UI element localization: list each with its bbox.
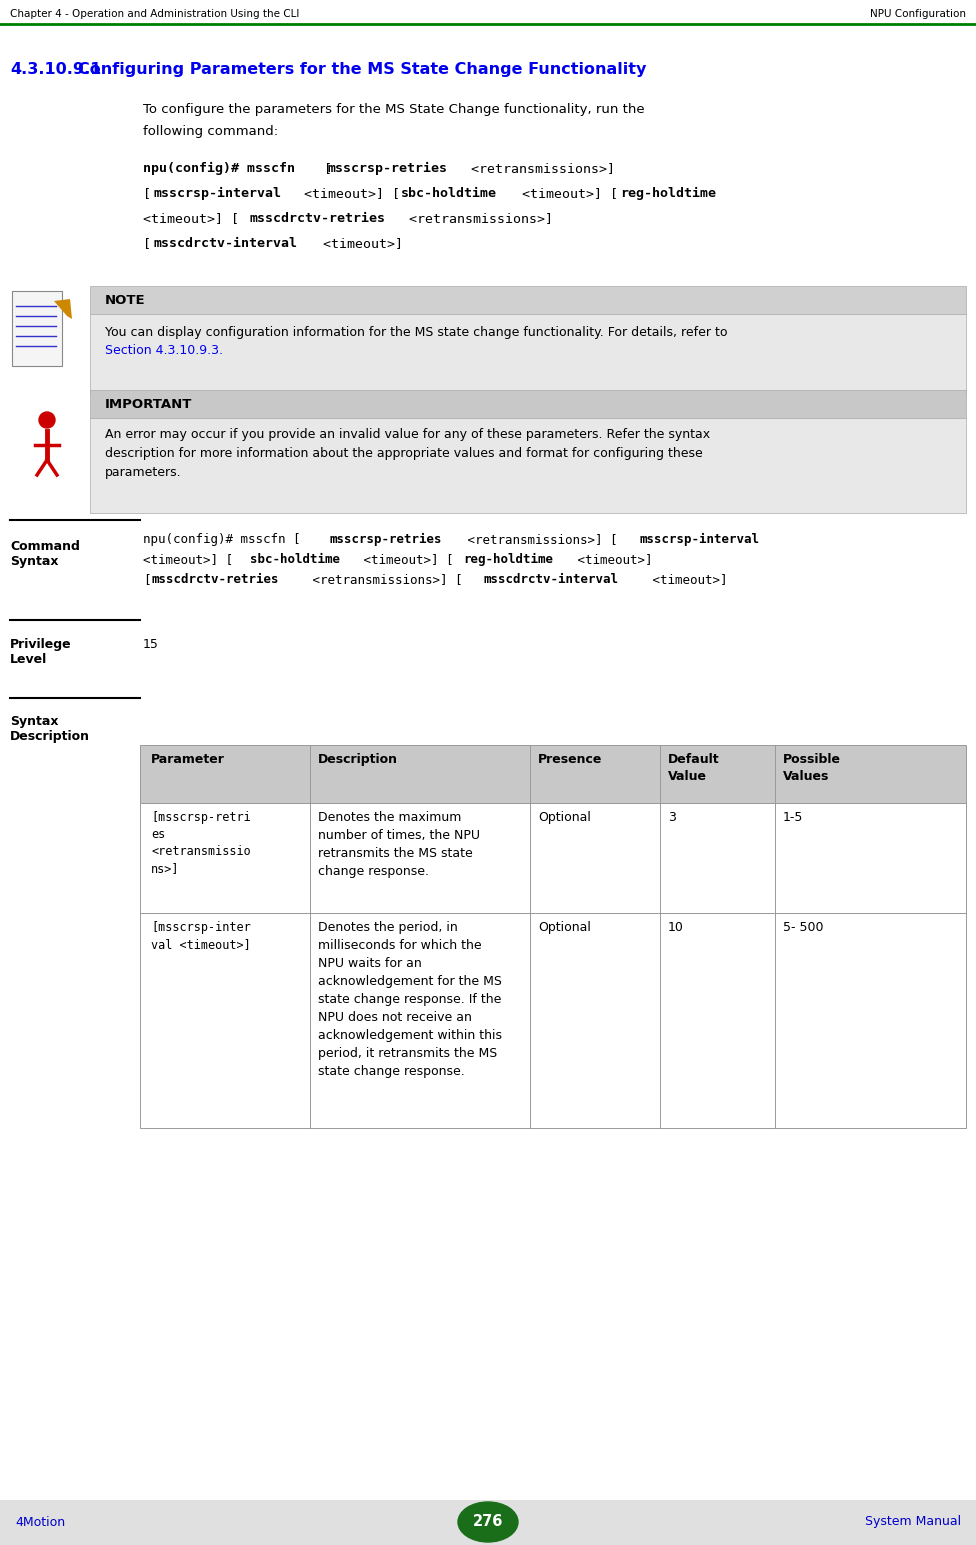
Bar xyxy=(140,803,966,913)
Text: msscdrctv-retries: msscdrctv-retries xyxy=(152,573,279,586)
Text: reg-holdtime: reg-holdtime xyxy=(620,187,716,201)
Bar xyxy=(12,290,62,366)
Text: npu(config)# msscfn: npu(config)# msscfn xyxy=(143,162,295,175)
Text: Denotes the period, in
milliseconds for which the
NPU waits for an
acknowledgeme: Denotes the period, in milliseconds for … xyxy=(318,921,502,1078)
Text: <timeout>]: <timeout>] xyxy=(645,573,727,586)
Text: msscdrctv-retries: msscdrctv-retries xyxy=(249,212,385,226)
Text: <timeout>] [: <timeout>] [ xyxy=(514,187,618,199)
Ellipse shape xyxy=(458,1502,518,1542)
Text: Chapter 4 - Operation and Administration Using the CLI: Chapter 4 - Operation and Administration… xyxy=(10,9,300,19)
Text: msscdrctv-interval: msscdrctv-interval xyxy=(153,236,297,250)
Text: An error may occur if you provide an invalid value for any of these parameters. : An error may occur if you provide an inv… xyxy=(105,428,711,479)
Text: Optional: Optional xyxy=(538,921,590,935)
Text: reg-holdtime: reg-holdtime xyxy=(463,553,553,565)
Text: You can display configuration information for the MS state change functionality.: You can display configuration informatio… xyxy=(105,326,727,338)
Text: msscrsp-retries: msscrsp-retries xyxy=(329,533,441,545)
Text: 4.3.10.9.1: 4.3.10.9.1 xyxy=(10,62,102,77)
Text: NPU Configuration: NPU Configuration xyxy=(870,9,966,19)
Text: npu(config)# msscfn [: npu(config)# msscfn [ xyxy=(143,533,301,545)
Text: 1-5: 1-5 xyxy=(783,811,803,823)
Text: [: [ xyxy=(143,573,150,586)
Text: Optional: Optional xyxy=(538,811,590,823)
Text: Possible
Values: Possible Values xyxy=(783,752,841,783)
Text: Denotes the maximum
number of times, the NPU
retransmits the MS state
change res: Denotes the maximum number of times, the… xyxy=(318,811,480,878)
Text: To configure the parameters for the MS State Change functionality, run the: To configure the parameters for the MS S… xyxy=(143,104,644,116)
Text: msscdrctv-interval: msscdrctv-interval xyxy=(483,573,618,586)
Text: Configuring Parameters for the MS State Change Functionality: Configuring Parameters for the MS State … xyxy=(78,62,646,77)
Text: Syntax: Syntax xyxy=(10,555,59,569)
Circle shape xyxy=(39,413,55,428)
Text: Privilege: Privilege xyxy=(10,638,71,650)
Text: Section 4.3.10.9.3.: Section 4.3.10.9.3. xyxy=(105,345,223,357)
Bar xyxy=(90,314,966,394)
Text: <retransmissions>] [: <retransmissions>] [ xyxy=(460,533,618,545)
Bar xyxy=(0,1500,976,1545)
Text: Description: Description xyxy=(318,752,398,766)
Text: <retransmissions>]: <retransmissions>] xyxy=(463,162,615,175)
Text: <timeout>]: <timeout>] xyxy=(315,236,403,250)
Text: Level: Level xyxy=(10,654,47,666)
Text: sbc-holdtime: sbc-holdtime xyxy=(250,553,340,565)
Text: Parameter: Parameter xyxy=(151,752,224,766)
Polygon shape xyxy=(54,300,72,318)
Text: 5- 500: 5- 500 xyxy=(783,921,824,935)
Text: 15: 15 xyxy=(143,638,159,650)
Text: following command:: following command: xyxy=(143,125,278,138)
Text: msscrsp-interval: msscrsp-interval xyxy=(639,533,759,545)
Text: <timeout>] [: <timeout>] [ xyxy=(296,187,400,199)
Text: <retransmissions>] [: <retransmissions>] [ xyxy=(305,573,463,586)
Text: [msscrsp-inter
val <timeout>]: [msscrsp-inter val <timeout>] xyxy=(151,921,251,952)
Text: <timeout>]: <timeout>] xyxy=(570,553,653,565)
Text: [: [ xyxy=(143,187,151,199)
Text: Command: Command xyxy=(10,541,80,553)
Text: <timeout>] [: <timeout>] [ xyxy=(143,212,239,226)
Text: msscrsp-interval: msscrsp-interval xyxy=(153,187,281,201)
Text: 4Motion: 4Motion xyxy=(15,1516,65,1528)
Text: <retransmissions>]: <retransmissions>] xyxy=(401,212,553,226)
Bar xyxy=(90,419,966,513)
Text: Presence: Presence xyxy=(538,752,602,766)
Text: 10: 10 xyxy=(668,921,684,935)
Text: [: [ xyxy=(316,162,332,175)
Text: <timeout>] [: <timeout>] [ xyxy=(356,553,454,565)
Text: 276: 276 xyxy=(472,1514,504,1530)
Text: System Manual: System Manual xyxy=(865,1516,961,1528)
Text: sbc-holdtime: sbc-holdtime xyxy=(401,187,497,199)
Bar xyxy=(140,745,966,803)
Text: Description: Description xyxy=(10,729,90,743)
Text: [: [ xyxy=(143,236,151,250)
Bar xyxy=(90,286,966,314)
Text: Syntax: Syntax xyxy=(10,715,59,728)
Text: [msscrsp-retri
es
<retransmissio
ns>]: [msscrsp-retri es <retransmissio ns>] xyxy=(151,811,251,874)
Text: msscrsp-retries: msscrsp-retries xyxy=(328,162,448,175)
Text: NOTE: NOTE xyxy=(105,294,145,306)
Bar xyxy=(140,913,966,1128)
Bar xyxy=(90,389,966,419)
Text: Default
Value: Default Value xyxy=(668,752,719,783)
Text: <timeout>] [: <timeout>] [ xyxy=(143,553,233,565)
Text: 3: 3 xyxy=(668,811,675,823)
Text: IMPORTANT: IMPORTANT xyxy=(105,397,192,411)
